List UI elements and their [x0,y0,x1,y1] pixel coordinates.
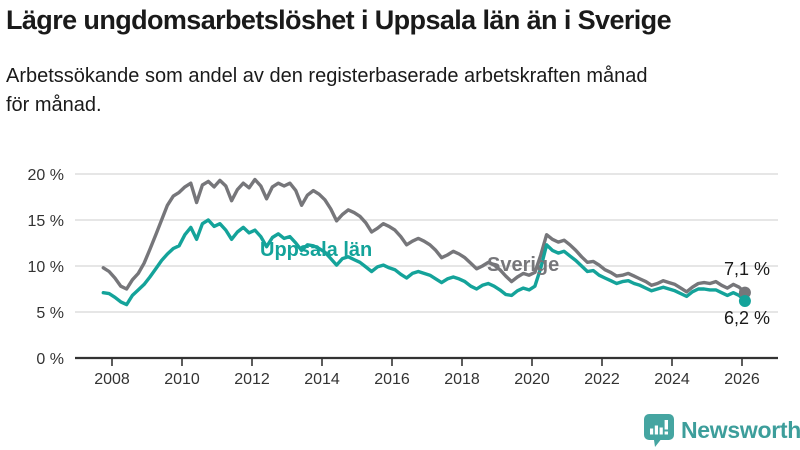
x-tick-label: 2008 [94,371,130,388]
newsworthy-logo: Newsworthy [644,414,800,447]
x-tick-label: 2014 [304,371,340,388]
end-value-label-uppsala: 6,2 % [723,308,770,328]
y-tick-label: 20 % [28,167,64,184]
x-tick-label: 2012 [234,371,270,388]
end-dot-uppsala [738,294,751,307]
series-line-sverige [101,177,747,295]
series-label-uppsala: Uppsala län [260,239,373,261]
x-tick-label: 2020 [514,371,550,388]
x-tick-label: 2010 [164,371,200,388]
newsworthy-logo-icon [644,414,674,447]
x-tick-label: 2024 [654,371,690,388]
page-title: Lägre ungdomsarbetslöshet i Uppsala län … [6,5,672,35]
end-dot-sverige [738,286,751,299]
x-tick-label: 2018 [444,371,480,388]
series-label-sverige: Sverige [487,254,560,276]
y-tick-label: 5 % [36,305,64,322]
y-tick-label: 15 % [28,213,64,230]
x-tick-label: 2016 [374,371,410,388]
y-tick-label: 0 % [36,351,64,368]
x-tick-label: 2022 [584,371,620,388]
series-line-uppsala [101,218,747,307]
newsworthy-wordmark: Newsworthy [681,417,800,443]
end-value-label-sverige: 7,1 % [723,259,770,279]
y-tick-label: 10 % [28,259,64,276]
x-tick-label: 2026 [724,371,760,388]
chart-subtitle: Arbetssökande som andel av den registerb… [6,65,648,116]
